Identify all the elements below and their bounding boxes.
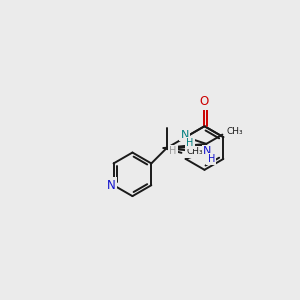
Text: H: H [186, 138, 193, 148]
Text: N: N [107, 179, 116, 192]
Text: N: N [203, 146, 212, 156]
Text: O: O [200, 95, 209, 108]
Text: CH₃: CH₃ [186, 147, 203, 156]
Text: H: H [208, 154, 215, 164]
Text: CH₃: CH₃ [226, 127, 243, 136]
Text: N: N [180, 130, 189, 140]
Text: H: H [169, 146, 176, 156]
